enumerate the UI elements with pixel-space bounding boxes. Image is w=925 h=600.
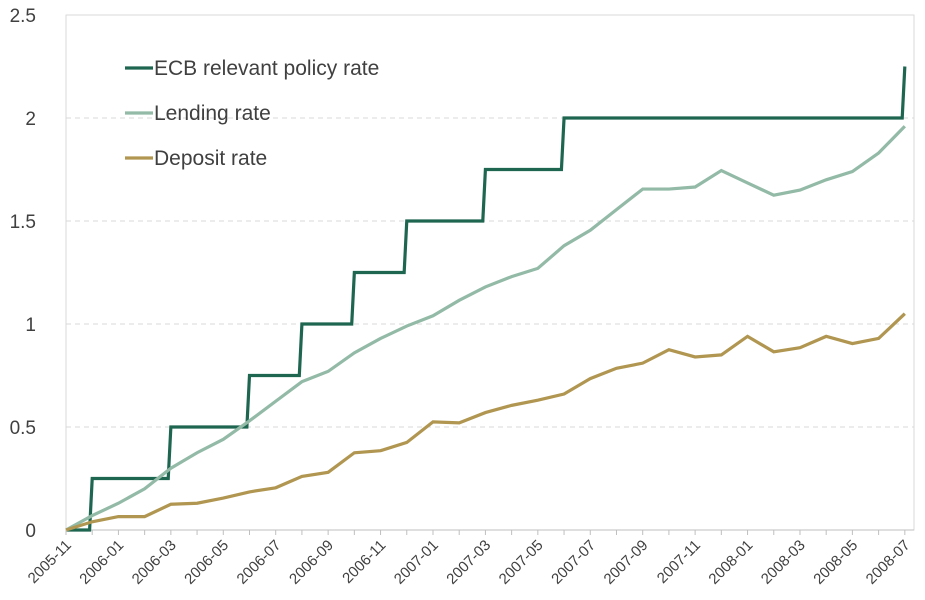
x-tick-label: 2008-05 [810,537,861,588]
x-tick-label: 2006-09 [286,537,337,588]
legend-label: Deposit rate [154,147,267,170]
y-tick-label: 2 [25,109,36,130]
series-line-1 [66,66,907,532]
plot-area-border [65,14,915,531]
series-line-3 [65,312,906,532]
x-tick-label: 2006-03 [129,537,180,588]
x-tick-label: 2008-03 [758,537,809,588]
y-tick-label: 2.5 [10,6,36,27]
series-lines [65,66,907,532]
legend-label: ECB relevant policy rate [154,57,379,80]
x-tick-label: 2007-07 [548,537,599,588]
x-tick-label: 2007-11 [654,537,704,587]
y-axis-tick-labels: 0 0.5 1 1.5 2 2.5 [10,6,36,542]
y-tick-label: 0.5 [10,418,36,439]
x-tick-label: 2006-07 [234,537,285,588]
x-tick-label: 2008-07 [863,537,914,588]
y-tick-label: 1 [25,315,36,336]
legend-label: Lending rate [154,102,271,125]
x-tick-label: 2007-09 [601,537,652,588]
series-line-2 [65,125,906,532]
x-axis-tick-labels: 2005-11 2006-01 2006-03 2006-05 2006-07 2006-… [25,530,914,588]
x-tick-label: 2006-05 [181,537,232,588]
x-tick-label: 2006-11 [339,537,389,587]
x-tick-label: 2005-11 [25,537,75,587]
x-tick-label: 2007-03 [443,537,494,588]
x-tick-label: 2007-05 [496,537,547,588]
y-tick-label: 0 [25,521,36,542]
x-tick-label: 2007-01 [391,537,442,588]
y-tick-label: 1.5 [10,212,36,233]
x-tick-label: 2008-01 [705,537,756,588]
gridlines [65,14,915,531]
legend: ECB relevant policy rate Lending rate Depo… [125,57,379,170]
x-tick-label: 2006-01 [76,537,127,588]
